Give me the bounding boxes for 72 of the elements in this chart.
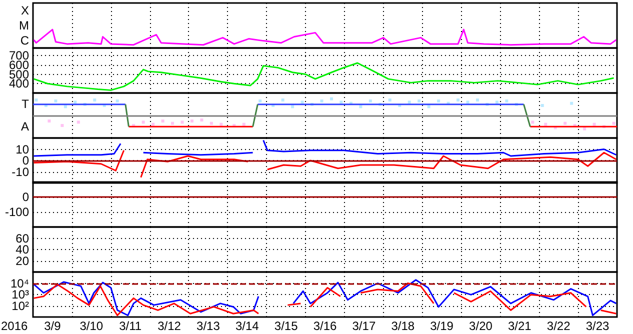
point xyxy=(48,119,51,122)
x-tick-label: 3/12 xyxy=(158,319,182,334)
point xyxy=(64,104,67,108)
point xyxy=(544,122,548,126)
point xyxy=(281,98,284,102)
point xyxy=(466,100,470,104)
x-tick-label: 3/21 xyxy=(508,319,532,334)
point xyxy=(220,122,223,126)
point xyxy=(340,100,343,104)
point xyxy=(612,122,616,125)
text: T xyxy=(22,96,30,111)
point xyxy=(180,120,184,124)
y-tick-label: 20 xyxy=(16,254,30,268)
point xyxy=(408,100,411,104)
x-tick-label: 3/13 xyxy=(196,319,220,334)
x-tick-label: 3/10 xyxy=(80,319,104,334)
point xyxy=(330,97,333,100)
y-tick-label: 10 xyxy=(16,142,30,156)
point xyxy=(476,98,479,102)
point xyxy=(540,104,544,107)
point xyxy=(564,122,567,125)
x-tick-label: 3/17 xyxy=(352,319,376,334)
x-tick-label: 3/22 xyxy=(546,319,571,334)
point xyxy=(368,99,372,102)
x-tick-label: 3/23 xyxy=(586,319,610,334)
x-tick-label: 3/15 xyxy=(274,319,298,334)
point xyxy=(142,120,145,124)
y-tick-label: 0 xyxy=(22,190,30,204)
x-tick-label: 3/14 xyxy=(235,319,260,334)
text: M xyxy=(19,18,29,32)
x-axis-title: 2016 xyxy=(1,319,28,333)
x-tick-label: 3/11 xyxy=(119,319,142,334)
point xyxy=(531,120,534,124)
point xyxy=(570,102,574,105)
point xyxy=(76,120,80,124)
point xyxy=(505,99,508,102)
text: C xyxy=(20,33,30,48)
point xyxy=(60,124,64,127)
point xyxy=(161,119,164,122)
point xyxy=(152,122,155,126)
point xyxy=(437,99,440,102)
point xyxy=(54,99,58,102)
x-tick-label: 3/19 xyxy=(430,319,454,334)
point xyxy=(592,122,596,126)
point xyxy=(258,99,262,102)
point xyxy=(93,98,96,102)
point xyxy=(495,100,498,104)
x-tick-label: 3/9 xyxy=(44,319,62,334)
point xyxy=(74,100,77,104)
x-tick-label: 3/16 xyxy=(313,319,337,334)
point xyxy=(388,98,392,102)
line-series xyxy=(33,62,615,91)
point xyxy=(171,122,174,125)
point xyxy=(320,99,324,102)
text: A xyxy=(20,119,29,134)
point xyxy=(359,104,362,108)
point xyxy=(210,122,213,125)
point xyxy=(300,100,304,104)
point xyxy=(190,119,194,122)
point xyxy=(418,99,421,102)
point xyxy=(200,118,204,122)
point xyxy=(34,98,38,102)
x-tick-label: 3/18 xyxy=(391,319,415,334)
point xyxy=(242,122,246,126)
point xyxy=(427,104,430,108)
point xyxy=(291,104,294,108)
y-tick-label: -100 xyxy=(4,205,30,220)
point xyxy=(456,98,460,102)
text: X xyxy=(20,3,29,18)
y-tick-label: 10⁴ xyxy=(10,276,29,290)
point xyxy=(116,99,119,102)
x-tick-label: 3/20 xyxy=(469,319,493,334)
